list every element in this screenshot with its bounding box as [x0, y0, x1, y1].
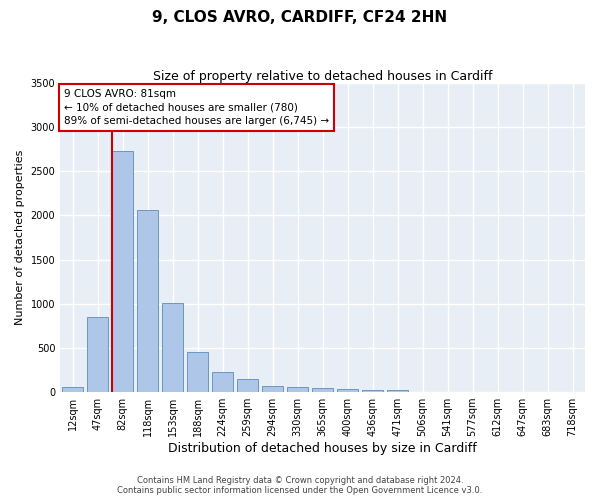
Text: 9 CLOS AVRO: 81sqm
← 10% of detached houses are smaller (780)
89% of semi-detach: 9 CLOS AVRO: 81sqm ← 10% of detached hou… — [64, 89, 329, 126]
Text: Contains HM Land Registry data © Crown copyright and database right 2024.
Contai: Contains HM Land Registry data © Crown c… — [118, 476, 482, 495]
Text: 9, CLOS AVRO, CARDIFF, CF24 2HN: 9, CLOS AVRO, CARDIFF, CF24 2HN — [152, 10, 448, 25]
Bar — [187, 352, 208, 392]
Bar — [137, 210, 158, 392]
X-axis label: Distribution of detached houses by size in Cardiff: Distribution of detached houses by size … — [168, 442, 477, 455]
Bar — [62, 387, 83, 392]
Y-axis label: Number of detached properties: Number of detached properties — [15, 150, 25, 325]
Bar — [162, 303, 183, 392]
Bar — [112, 151, 133, 392]
Bar — [362, 390, 383, 392]
Title: Size of property relative to detached houses in Cardiff: Size of property relative to detached ho… — [153, 70, 493, 83]
Bar — [312, 388, 333, 392]
Bar — [387, 390, 408, 392]
Bar — [212, 372, 233, 392]
Bar — [262, 386, 283, 392]
Bar — [287, 387, 308, 392]
Bar — [237, 380, 258, 392]
Bar — [337, 390, 358, 392]
Bar — [87, 317, 108, 392]
